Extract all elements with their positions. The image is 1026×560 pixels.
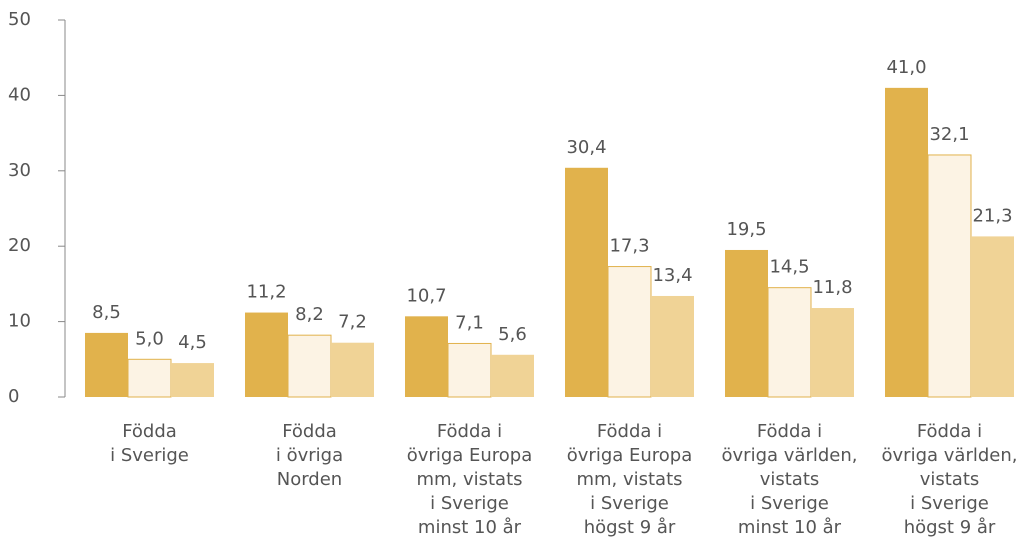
x-tick-label: Födda i övriga världen, vistats i Sverige hö… <box>882 421 1018 538</box>
value-label: 21,3 <box>972 205 1012 226</box>
x-tick-label-line: i övriga <box>276 445 343 466</box>
x-tick-label-line: minst 10 år <box>418 517 522 538</box>
x-tick-label-line: i Sverige <box>910 493 989 514</box>
x-tick-label-line: Födda i <box>917 421 982 442</box>
x-tick-label-line: i Sverige <box>430 493 509 514</box>
value-label: 13,4 <box>652 265 692 286</box>
x-tick-label-line: Födda <box>122 421 177 442</box>
bar <box>885 87 928 398</box>
bar <box>287 334 332 398</box>
x-tick-label-line: övriga Europa <box>567 445 693 466</box>
bar <box>171 363 214 397</box>
value-label: 5,0 <box>135 328 164 349</box>
bar <box>85 332 128 397</box>
bar <box>927 154 972 398</box>
value-label: 7,1 <box>455 312 484 333</box>
bar <box>331 342 374 397</box>
value-label: 7,2 <box>338 312 367 333</box>
y-tick-label: 40 <box>8 84 31 105</box>
bar <box>651 295 694 397</box>
x-tick-label: Födda i övriga Norden <box>276 421 343 490</box>
x-tick-label-line: Födda i <box>757 421 822 442</box>
bar <box>767 287 812 398</box>
value-label: 5,6 <box>498 324 527 345</box>
x-tick-label-line: i Sverige <box>590 493 669 514</box>
value-label: 41,0 <box>886 57 926 78</box>
x-tick-label-line: högst 9 år <box>904 517 996 538</box>
bar <box>405 316 448 397</box>
y-tick-label: 30 <box>8 160 31 181</box>
value-label: 10,7 <box>406 285 446 306</box>
x-tick-label-line: övriga världen, <box>882 445 1018 466</box>
x-tick-label-line: mm, vistats <box>576 469 682 490</box>
value-label: 32,1 <box>929 124 969 145</box>
x-tick-label-line: mm, vistats <box>416 469 522 490</box>
x-tick-label-line: övriga Europa <box>407 445 533 466</box>
x-tick-label-line: övriga världen, <box>722 445 858 466</box>
x-tick-label-line: Födda i <box>437 421 502 442</box>
value-label: 19,5 <box>726 219 766 240</box>
x-tick-label: Födda i övriga Europa mm, vistats i Sverige… <box>567 421 693 538</box>
value-label: 4,5 <box>178 332 207 353</box>
x-tick-label-line: vistats <box>920 469 980 490</box>
x-tick-label: Födda i Sverige <box>110 421 189 466</box>
bar <box>565 167 608 397</box>
value-label: 11,2 <box>246 282 286 303</box>
x-tick-label-line: i Sverige <box>750 493 829 514</box>
x-tick-label: Födda i övriga världen, vistats i Sverige mi… <box>722 421 858 538</box>
x-tick-label-line: Norden <box>277 469 342 490</box>
y-tick-label: 20 <box>8 235 31 256</box>
x-tick-label-line: Födda i <box>597 421 662 442</box>
bar <box>447 342 492 398</box>
bar <box>491 354 534 397</box>
x-tick-label: Födda i övriga Europa mm, vistats i Sverige… <box>407 421 533 538</box>
value-label: 11,8 <box>812 277 852 298</box>
value-label: 14,5 <box>769 257 809 278</box>
bar <box>971 236 1014 397</box>
bar <box>607 266 652 398</box>
x-tick-label-line: Födda <box>282 421 337 442</box>
x-tick-label-line: i Sverige <box>110 445 189 466</box>
value-label: 30,4 <box>566 137 606 158</box>
x-tick-label-line: vistats <box>760 469 820 490</box>
value-label: 8,5 <box>92 302 121 323</box>
bar <box>725 249 768 397</box>
value-label: 8,2 <box>295 304 324 325</box>
bar <box>245 312 288 397</box>
x-tick-label-line: högst 9 år <box>584 517 676 538</box>
bar <box>127 358 172 398</box>
x-tick-label-line: minst 10 år <box>738 517 842 538</box>
y-tick-label: 10 <box>8 311 31 332</box>
y-tick-label: 50 <box>8 9 31 30</box>
y-tick-label: 0 <box>8 386 19 407</box>
value-label: 17,3 <box>609 236 649 257</box>
bar <box>811 308 854 397</box>
